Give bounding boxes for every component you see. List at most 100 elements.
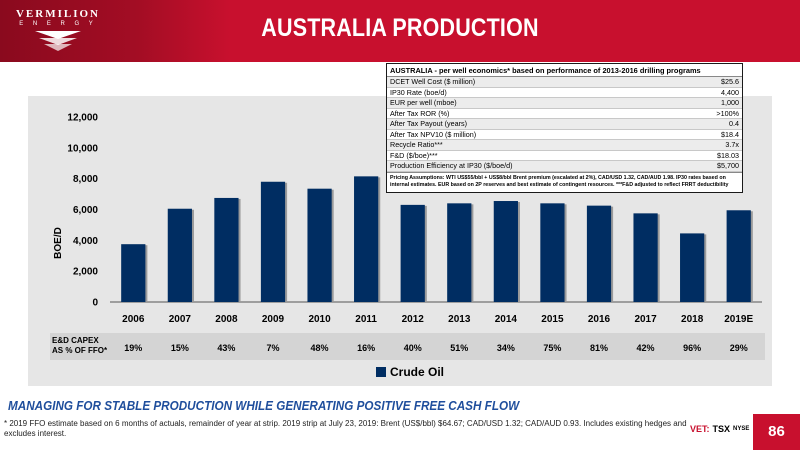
bar-2012 — [400, 204, 425, 302]
x-tick-label: 2018 — [681, 314, 704, 325]
x-tick-label: 2015 — [541, 314, 564, 325]
ticker-tsx: TSX — [712, 424, 731, 434]
capex-value: 40% — [403, 343, 422, 353]
footnote: * 2019 FFO estimate based on 6 months of… — [4, 419, 687, 438]
x-tick-label: 2017 — [634, 314, 657, 325]
capex-value: 43% — [217, 343, 236, 353]
economics-note: Pricing Assumptions: WTI US$55/bbl + US$… — [387, 171, 742, 192]
capex-value: 96% — [683, 343, 702, 353]
logo-subtext: E N E R G Y — [19, 21, 97, 27]
bar-2017 — [633, 213, 658, 302]
bar-2018 — [680, 233, 705, 302]
bar-2006 — [121, 244, 146, 302]
economics-table: AUSTRALIA - per well economics* based on… — [386, 63, 743, 193]
capex-value: 19% — [124, 343, 143, 353]
economics-row-label: After Tax Payout (years) — [390, 119, 467, 128]
y-tick-label: 4,000 — [73, 236, 98, 247]
capex-value: 16% — [357, 343, 376, 353]
economics-row-label: F&D ($/boe)*** — [390, 150, 438, 160]
chart-legend: Crude Oil — [376, 365, 444, 379]
bar-2016 — [586, 205, 612, 302]
capex-label-line2: AS % OF FFO* — [52, 346, 108, 355]
economics-row-value: 3.7x — [725, 140, 739, 149]
capex-label-line1: E&D CAPEX — [52, 336, 99, 345]
capex-value: 75% — [543, 343, 562, 353]
page-title: AUSTRALIA PRODUCTION — [261, 14, 539, 42]
economics-row: After Tax Payout (years) 0.4 — [387, 119, 742, 130]
economics-rows: DCET Well Cost ($ million) $25.6 IP30 Rate… — [387, 77, 742, 172]
economics-row: Recycle Ratio*** 3.7x — [387, 140, 742, 151]
bar-2008 — [214, 197, 239, 302]
x-tick-label: 2012 — [402, 314, 425, 325]
logo-wordmark: VERMILION — [15, 8, 100, 20]
capex-label: E&D CAPEX AS % OF FFO* — [52, 336, 107, 356]
economics-row: Production Efficiency at IP30 ($/boe/d) $… — [387, 161, 742, 172]
x-tick-label: 2011 — [355, 314, 377, 325]
capex-value: 51% — [450, 343, 469, 353]
y-tick-label: 2,000 — [73, 267, 98, 278]
economics-row-value: 0.4 — [729, 119, 739, 128]
bar-2007 — [167, 208, 192, 302]
economics-row: DCET Well Cost ($ million) $25.6 — [387, 77, 742, 88]
slide-subtitle: MANAGING FOR STABLE PRODUCTION WHILE GEN… — [8, 398, 520, 413]
x-tick-label: 2009 — [262, 314, 285, 325]
capex-value: 81% — [589, 343, 608, 353]
economics-row-value: $25.6 — [721, 77, 739, 86]
y-tick-label: 0 — [92, 298, 98, 309]
economics-row: EUR per well (mboe) 1,000 — [387, 98, 742, 109]
economics-row-value: 1,000 — [721, 98, 739, 107]
x-tick-label: 2016 — [588, 314, 611, 325]
capex-value: 42% — [636, 343, 655, 353]
capex-value: 7% — [266, 343, 280, 353]
x-tick-label: 2007 — [169, 314, 192, 325]
x-tick-label: 2008 — [215, 314, 238, 325]
bar-2019E — [726, 210, 751, 302]
bar-2013 — [447, 203, 472, 302]
bar-2011 — [354, 176, 379, 302]
economics-row: After Tax NPV10 ($ million) $18.4 — [387, 129, 742, 140]
bar-2010 — [307, 188, 332, 302]
legend-label: Crude Oil — [390, 365, 445, 379]
capex-value: 29% — [729, 343, 748, 353]
bar-2015 — [540, 203, 565, 302]
capex-value: 15% — [170, 343, 189, 353]
y-axis-label: BOE/D — [53, 227, 64, 259]
bar-2009 — [260, 181, 286, 302]
economics-row-value: $5,700 — [717, 161, 739, 170]
economics-row-label: Recycle Ratio*** — [390, 140, 443, 149]
economics-row: After Tax ROR (%) >100% — [387, 108, 742, 119]
bar-2014 — [493, 201, 518, 302]
economics-row-label: IP30 Rate (boe/d) — [390, 87, 447, 97]
economics-row-value: 4,400 — [721, 87, 739, 97]
economics-row: F&D ($/boe)*** $18.03 — [387, 150, 742, 161]
economics-title: AUSTRALIA - per well economics* based on… — [387, 64, 742, 77]
economics-row-label: DCET Well Cost ($ million) — [390, 77, 476, 86]
economics-row-value: >100% — [716, 108, 739, 118]
x-tick-label: 2010 — [308, 314, 331, 325]
exchange-listing: VET: TSX NYSE — [690, 424, 749, 434]
economics-row-value: $18.4 — [721, 129, 739, 139]
economics-row-label: After Tax ROR (%) — [390, 108, 450, 118]
page-number: 86 — [753, 414, 800, 450]
y-tick-label: 6,000 — [73, 205, 98, 216]
company-logo: VERMILION E N E R G Y — [8, 6, 108, 58]
x-tick-label: 2014 — [495, 314, 518, 325]
economics-row-label: After Tax NPV10 ($ million) — [390, 129, 477, 139]
economics-row-label: Production Efficiency at IP30 ($/boe/d) — [390, 161, 513, 170]
capex-value: 48% — [310, 343, 329, 353]
legend-swatch — [376, 367, 386, 377]
x-tick-label: 2019E — [724, 314, 753, 325]
x-tick-label: 2006 — [122, 314, 145, 325]
capex-row — [50, 333, 765, 360]
capex-value: 34% — [496, 343, 515, 353]
ticker-vet: VET: — [690, 424, 710, 434]
x-tick-label: 2013 — [448, 314, 471, 325]
economics-row: IP30 Rate (boe/d) 4,400 — [387, 87, 742, 98]
economics-row-value: $18.03 — [717, 150, 739, 160]
ticker-nyse: NYSE — [733, 426, 750, 432]
logo-chevron-icon — [35, 31, 81, 51]
economics-row-label: EUR per well (mboe) — [390, 98, 457, 107]
y-tick-label: 12,000 — [67, 113, 98, 124]
y-tick-label: 8,000 — [73, 174, 98, 185]
